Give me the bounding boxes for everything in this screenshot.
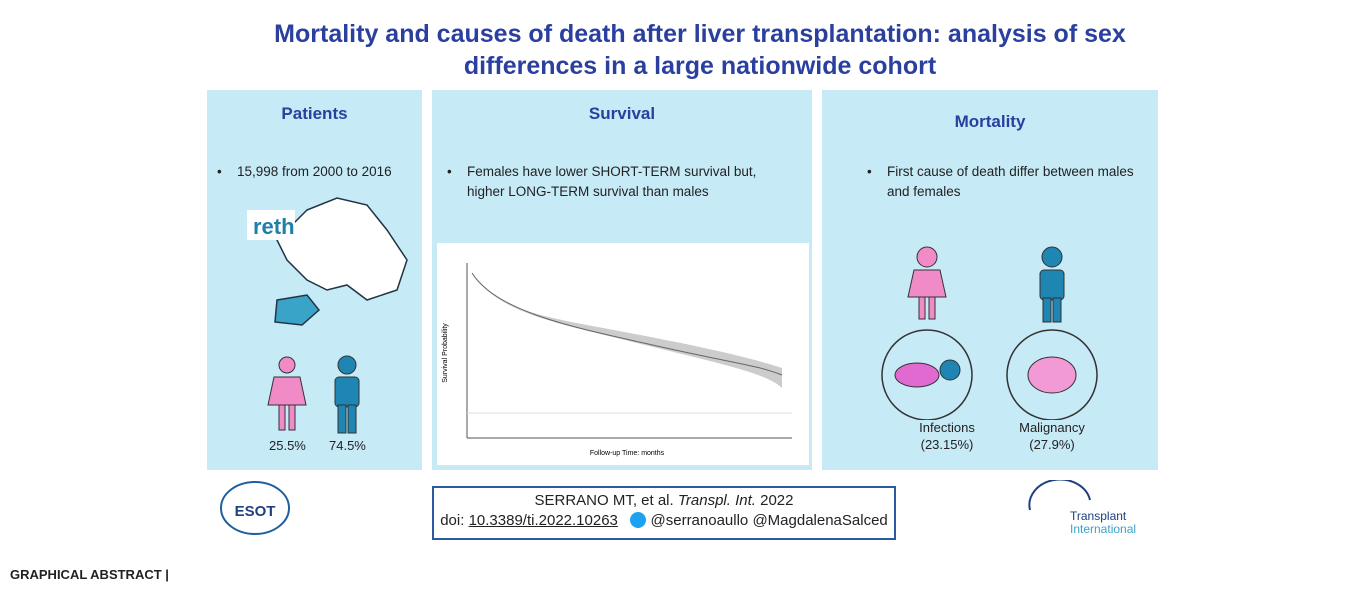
x-axis-label: Follow-up Time: months [590,450,665,457]
cause-value: (23.15%) [920,437,974,452]
journal: Transpl. Int. [677,492,756,509]
stat-female: 25.5% [269,438,306,453]
logo-transplant-international: Transplant International [1028,480,1136,536]
panel-patients: Patients 15,998 from 2000 to 2016 reth 2… [207,90,422,470]
year: 2022 [760,492,794,509]
twitter-icon [630,512,647,528]
doi[interactable]: 10.3389/ti.2022.10263 [468,512,618,529]
citation-line: doi: 10.3389/ti.2022.10263 @serranoaullo… [434,512,894,529]
panel-survival: Survival Females have lower SHORT-TERM s… [432,90,812,470]
logo-text: ESOT [235,503,276,520]
authors: SERRANO MT, et al. [534,492,674,509]
logo-text: International [1070,522,1136,536]
logo-esot: ESOT [220,481,290,535]
panel-heading: Survival [588,104,656,123]
doi-prefix: doi: [440,512,465,529]
panel-mortality: Mortality First cause of death differ be… [822,90,1158,470]
caption: GRAPHICAL ABSTRACT | [10,567,169,582]
panel-heading: Patients [281,104,348,123]
survival-plot: Survival Probability Follow-up Time: mon… [437,243,809,465]
logo-text: Transplant [1070,509,1127,523]
bullet: Females have lower SHORT-TERM survival b… [447,162,787,202]
y-axis-label: Survival Probability [442,323,449,383]
logo-box [247,210,295,240]
cause-icons [881,246,1098,420]
bullet: First cause of death differ between male… [867,162,1137,202]
cause-label: Malignancy [1019,420,1085,435]
citation-box: SERRANO MT, et al. Transpl. Int. 2022 do… [432,486,896,540]
twitter[interactable]: @serranoaullo @MagdalenaSalced [650,512,888,529]
sex-icons [267,355,360,434]
cause-value: (27.9%) [1029,437,1075,452]
logo-reth: reth [253,214,295,239]
title: Mortality and causes of death after live… [274,20,1126,80]
cause-label: Infections [919,420,975,435]
panel-heading: Mortality [954,112,1026,131]
europe-map: reth [247,197,408,326]
bullet: 15,998 from 2000 to 2016 [217,162,417,182]
stat-male: 74.5% [329,438,366,453]
citation-line: SERRANO MT, et al. Transpl. Int. 2022 [434,492,894,509]
